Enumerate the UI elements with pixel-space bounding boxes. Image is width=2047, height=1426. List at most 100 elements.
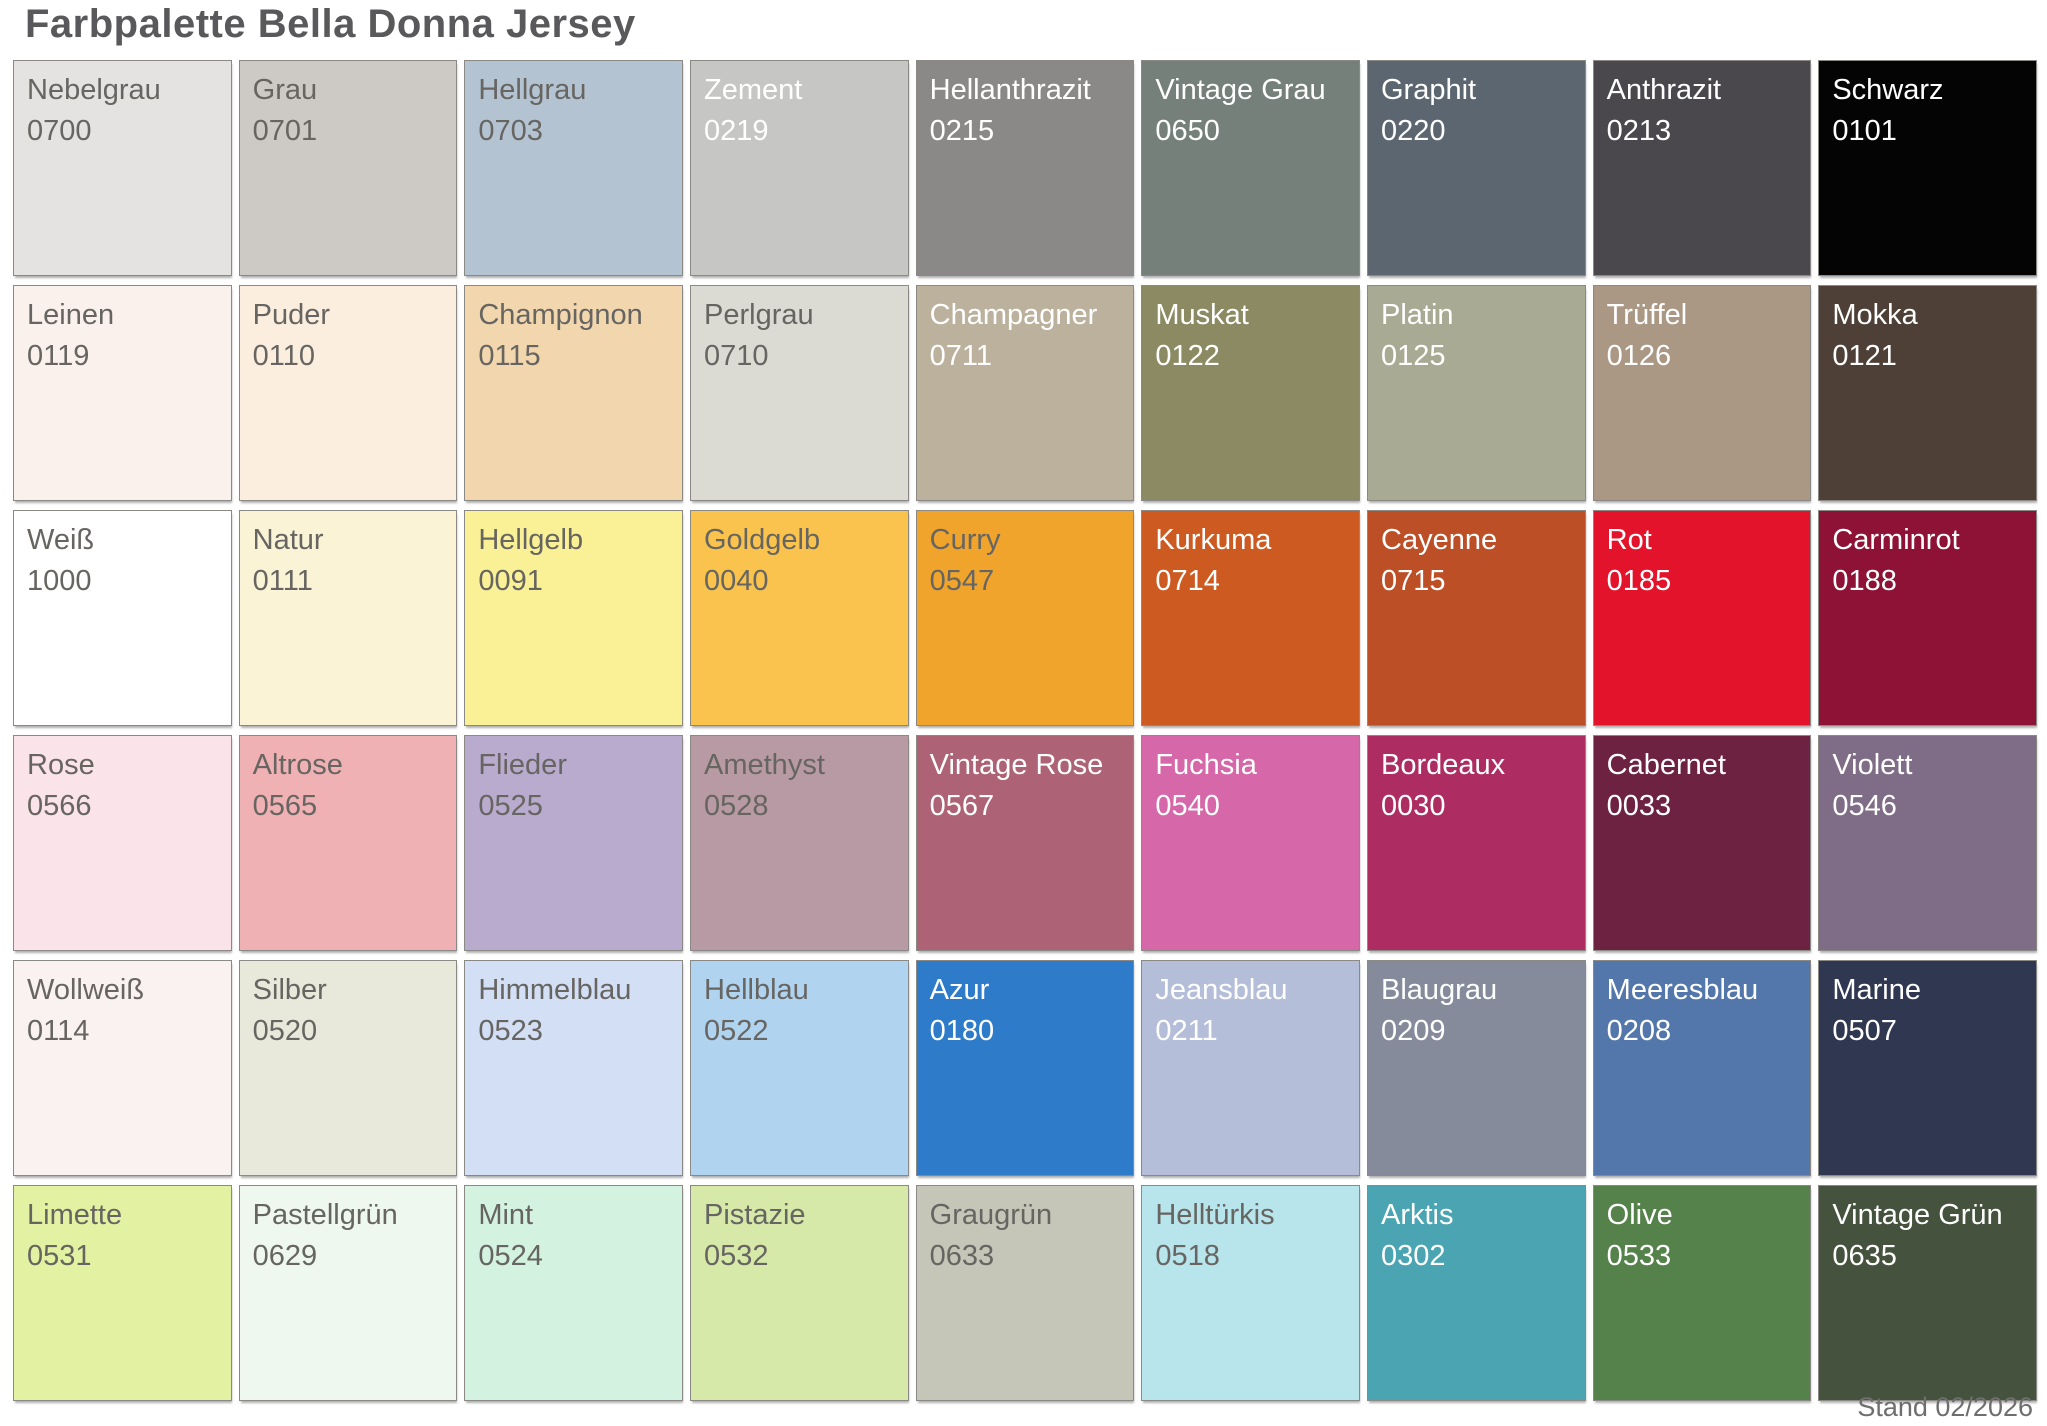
swatch-hellanthrazit: Hellanthrazit 0215 xyxy=(915,60,1135,276)
swatch-blaugrau: Blaugrau 0209 xyxy=(1367,960,1586,1176)
swatch-mint: Mint 0524 xyxy=(464,1185,683,1401)
swatch-code: 0110 xyxy=(252,340,316,373)
swatch-olive: Olive 0533 xyxy=(1592,1185,1812,1401)
swatch-code: 0701 xyxy=(252,115,318,148)
swatch-name: Bordeaux xyxy=(1381,749,1506,781)
swatch-muskat: Muskat 0122 xyxy=(1141,285,1360,501)
swatch-name: Violett xyxy=(1832,749,1913,781)
swatch-code: 0101 xyxy=(1832,115,1897,148)
swatch-code: 0119 xyxy=(27,340,90,373)
swatch-code: 0715 xyxy=(1381,565,1446,598)
swatch-code: 0711 xyxy=(929,340,993,373)
swatch-code: 0565 xyxy=(252,790,318,823)
swatch-code: 0546 xyxy=(1832,790,1897,823)
swatch-vintage-grun: Vintage Grün 0635 xyxy=(1818,1185,2037,1401)
swatch-rot: Rot 0185 xyxy=(1592,510,1812,726)
swatch-pistazie: Pistazie 0532 xyxy=(690,1185,909,1401)
swatch-natur: Natur 0111 xyxy=(238,510,458,726)
swatch-hellturkis: Helltürkis 0518 xyxy=(1141,1185,1360,1401)
swatch-schwarz: Schwarz 0101 xyxy=(1818,60,2037,276)
swatch-code: 0219 xyxy=(704,115,769,148)
swatch-flieder: Flieder 0525 xyxy=(464,735,683,951)
swatch-curry: Curry 0547 xyxy=(915,510,1135,726)
swatch-cabernet: Cabernet 0033 xyxy=(1592,735,1812,951)
swatch-code: 0126 xyxy=(1606,340,1672,373)
swatch-name: Hellanthrazit xyxy=(929,74,1091,106)
swatch-code: 0115 xyxy=(478,340,541,373)
swatch-hellgrau: Hellgrau 0703 xyxy=(464,60,683,276)
swatch-cayenne: Cayenne 0715 xyxy=(1367,510,1586,726)
swatch-name: Pastellgrün xyxy=(252,1199,398,1231)
swatch-name: Trüffel xyxy=(1606,299,1688,331)
swatch-name: Cayenne xyxy=(1381,524,1498,556)
swatch-code: 0566 xyxy=(27,790,92,823)
swatch-code: 0714 xyxy=(1155,565,1220,598)
swatch-name: Kurkuma xyxy=(1155,524,1272,556)
swatch-name: Hellgrau xyxy=(478,74,587,106)
swatch-code: 0531 xyxy=(27,1240,92,1273)
swatch-carminrot: Carminrot 0188 xyxy=(1818,510,2037,726)
swatch-code: 0208 xyxy=(1606,1015,1672,1048)
swatch-name: Schwarz xyxy=(1832,74,1944,106)
swatch-vintage-grau: Vintage Grau 0650 xyxy=(1141,60,1360,276)
swatch-name: Amethyst xyxy=(704,749,825,781)
swatch-code: 1000 xyxy=(27,565,92,598)
swatch-code: 0540 xyxy=(1155,790,1220,823)
swatch-code: 0700 xyxy=(27,115,92,148)
swatch-name: Vintage Rose xyxy=(929,749,1104,781)
swatch-code: 0533 xyxy=(1606,1240,1672,1273)
swatch-champagner: Champagner 0711 xyxy=(915,285,1135,501)
swatch-name: Fuchsia xyxy=(1155,749,1257,781)
swatch-name: Rot xyxy=(1606,524,1652,556)
swatch-anthrazit: Anthrazit 0213 xyxy=(1592,60,1812,276)
swatch-hellgelb: Hellgelb 0091 xyxy=(464,510,683,726)
swatch-name: Natur xyxy=(252,524,324,556)
revision-date: Stand 02/2026 xyxy=(1857,1392,2033,1422)
swatch-name: Vintage Grün xyxy=(1832,1199,2003,1231)
swatch-code: 0567 xyxy=(929,790,995,823)
swatch-code: 0180 xyxy=(929,1015,995,1048)
swatch-name: Flieder xyxy=(478,749,567,781)
swatch-code: 0213 xyxy=(1606,115,1672,148)
swatch-wollweiss: Wollweiß 0114 xyxy=(13,960,232,1176)
swatch-name: Anthrazit xyxy=(1606,74,1722,106)
swatch-code: 0633 xyxy=(929,1240,995,1273)
swatch-code: 0211 xyxy=(1155,1015,1218,1048)
swatch-name: Limette xyxy=(27,1199,123,1231)
swatch-platin: Platin 0125 xyxy=(1367,285,1586,501)
swatch-champignon: Champignon 0115 xyxy=(464,285,683,501)
swatch-name: Cabernet xyxy=(1606,749,1726,781)
swatch-name: Blaugrau xyxy=(1381,974,1498,1006)
swatch-name: Graugrün xyxy=(929,1199,1053,1231)
swatch-grau: Grau 0701 xyxy=(238,60,458,276)
swatch-name: Arktis xyxy=(1381,1199,1454,1231)
swatch-perlgrau: Perlgrau 0710 xyxy=(690,285,909,501)
swatch-name: Rose xyxy=(27,749,95,781)
swatch-code: 0522 xyxy=(704,1015,769,1048)
swatch-code: 0125 xyxy=(1381,340,1446,373)
swatch-code: 0220 xyxy=(1381,115,1446,148)
swatch-name: Pistazie xyxy=(704,1199,806,1231)
swatch-name: Olive xyxy=(1606,1199,1673,1231)
swatch-name: Nebelgrau xyxy=(27,74,161,106)
swatch-puder: Puder 0110 xyxy=(238,285,458,501)
swatch-code: 0040 xyxy=(704,565,769,598)
swatch-name: Hellblau xyxy=(704,974,809,1006)
swatch-code: 0215 xyxy=(929,115,995,148)
swatch-name: Muskat xyxy=(1155,299,1249,331)
swatch-code: 0111 xyxy=(252,565,313,598)
swatch-name: Altrose xyxy=(252,749,343,781)
swatch-code: 0532 xyxy=(704,1240,769,1273)
swatch-weiss: Weiß 1000 xyxy=(13,510,232,726)
swatch-code: 0524 xyxy=(478,1240,543,1273)
swatch-code: 0121 xyxy=(1832,340,1897,373)
swatch-code: 0518 xyxy=(1155,1240,1220,1273)
swatch-name: Grau xyxy=(252,74,318,106)
swatch-truffel: Trüffel 0126 xyxy=(1592,285,1812,501)
swatch-name: Mokka xyxy=(1832,299,1918,331)
swatch-amethyst: Amethyst 0528 xyxy=(690,735,909,951)
swatch-name: Goldgelb xyxy=(704,524,821,556)
swatch-code: 0710 xyxy=(704,340,769,373)
swatch-code: 0114 xyxy=(27,1015,90,1048)
swatch-name: Puder xyxy=(252,299,331,331)
